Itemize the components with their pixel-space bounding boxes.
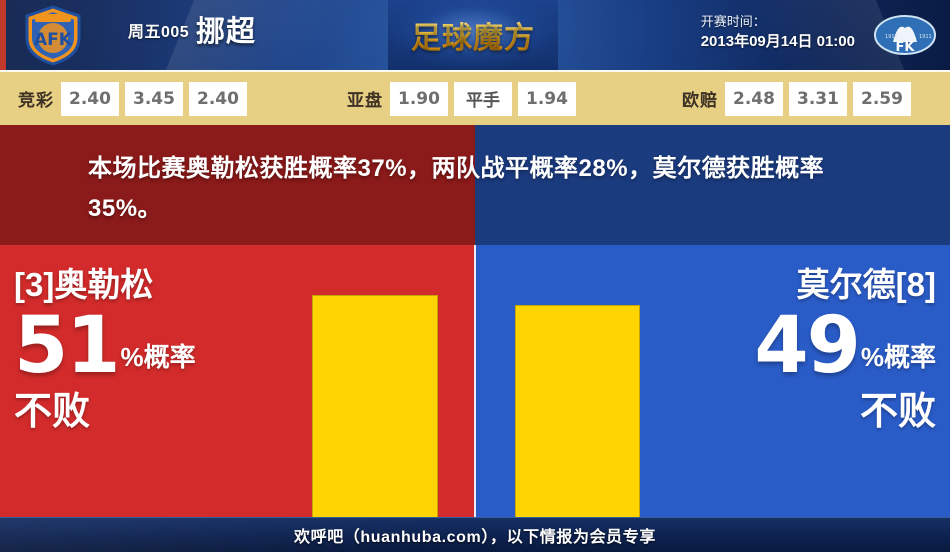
odds-group-title: 欧赔: [682, 91, 718, 110]
odds-cell[interactable]: 2.40: [61, 81, 119, 116]
kickoff-info: 开赛时间： 2013年09月14日 01:00: [701, 12, 855, 53]
league-name: 挪超: [196, 16, 257, 48]
odds-group-title: 竞彩: [18, 91, 54, 110]
odds-cell[interactable]: 2.40: [189, 81, 247, 116]
aalesund-crest-icon: AFK: [22, 4, 84, 66]
svg-text:1911: 1911: [919, 34, 932, 40]
home-banner-band: [0, 125, 475, 245]
odds-cell[interactable]: 1.94: [518, 81, 576, 116]
odds-bar: 竞彩 2.40 3.45 2.40 亚盘 1.90 平手 1.94 欧赔 2.4…: [0, 70, 950, 125]
match-code: 周五005: [128, 24, 190, 41]
away-banner-band: [475, 125, 950, 245]
home-team-name: [3]奥勒松: [14, 266, 154, 303]
home-outcome-label: 不败: [14, 391, 91, 433]
molde-crest-icon: FK 1911 1911: [874, 10, 936, 60]
header-bar: AFK 周五005 挪超 足球魔方 开赛时间： 2013年09月14日 01:0…: [0, 0, 950, 70]
away-percent-suffix: %概率: [860, 342, 936, 372]
away-percent-row: 49 %概率: [650, 301, 936, 391]
home-percent-row: 51 %概率: [14, 301, 300, 391]
main-comparison-area: [3]奥勒松 51 %概率 不败 莫尔德[8] 49 %概率 不败: [0, 125, 950, 517]
odds-cell[interactable]: 1.90: [390, 81, 448, 116]
away-percent-value: 49: [754, 301, 861, 391]
odds-cell[interactable]: 2.48: [725, 81, 783, 116]
kickoff-label: 开赛时间：: [700, 14, 766, 29]
kickoff-time: 2013年09月14日 01:00: [700, 33, 855, 50]
svg-text:FK: FK: [896, 40, 916, 55]
odds-group-oupei: 欧赔 2.48 3.31 2.59: [682, 81, 917, 116]
home-team-stats: [3]奥勒松 51 %概率 不败: [0, 265, 300, 435]
odds-cell[interactable]: 平手: [454, 81, 512, 116]
home-percent-suffix: %概率: [120, 342, 196, 372]
away-team-panel: 莫尔德[8] 49 %概率 不败: [475, 125, 950, 517]
home-team-panel: [3]奥勒松 51 %概率 不败: [0, 125, 475, 517]
odds-group-yapan: 亚盘 1.90 平手 1.94: [347, 81, 582, 116]
odds-cell[interactable]: 2.59: [853, 81, 911, 116]
brand-logo-text: 足球魔方: [411, 13, 535, 57]
odds-cell[interactable]: 3.45: [125, 81, 183, 116]
home-percent-value: 51: [14, 301, 121, 391]
away-team-stats: 莫尔德[8] 49 %概率 不败: [650, 265, 950, 435]
odds-group-title: 亚盘: [347, 91, 383, 110]
away-team-name: 莫尔德[8]: [796, 266, 936, 303]
away-outcome-label: 不败: [859, 391, 936, 433]
brand-logo: 足球魔方: [388, 0, 558, 70]
odds-group-jingcai: 竞彩 2.40 3.45 2.40: [18, 81, 253, 116]
panel-divider: [474, 245, 476, 517]
home-probability-bar: [312, 295, 438, 517]
svg-text:1911: 1911: [885, 34, 898, 40]
footer-text: 欢呼吧（huanhuba.com），以下情报为会员专享: [294, 529, 656, 546]
probability-summary-text: 本场比赛奥勒松获胜概率37%，两队战平概率28%，莫尔德获胜概率35%。: [88, 155, 825, 222]
svg-text:AFK: AFK: [34, 30, 73, 50]
away-probability-bar: [515, 305, 640, 517]
odds-cell[interactable]: 3.31: [789, 81, 847, 116]
footer-bar: 欢呼吧（huanhuba.com），以下情报为会员专享: [0, 517, 950, 552]
